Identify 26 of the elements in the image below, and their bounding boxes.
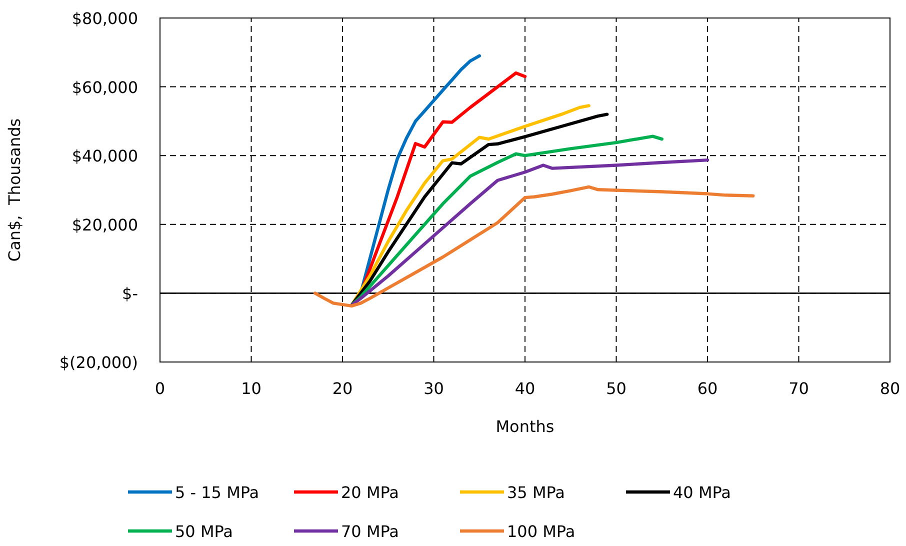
y-axis-title: Can$, Thousands: [5, 118, 24, 262]
x-tick-label: 40: [514, 379, 536, 398]
legend-label: 50 MPa: [175, 522, 233, 541]
legend-label: 40 MPa: [673, 483, 731, 502]
y-tick-label: $60,000: [72, 78, 138, 97]
y-tick-label: $80,000: [72, 9, 138, 28]
x-tick-label: 20: [332, 379, 353, 398]
x-axis-title: Months: [496, 417, 554, 436]
legend-label: 100 MPa: [507, 522, 576, 541]
line-series: [314, 185, 755, 308]
y-tick-label: $40,000: [72, 146, 138, 166]
x-tick-label: 70: [788, 379, 809, 398]
legend-label: 5 - 15 MPa: [175, 483, 260, 502]
y-tick-label: $(20,000): [59, 353, 138, 372]
y-tick-label: $-: [122, 284, 138, 304]
y-tick-label: $20,000: [72, 215, 138, 234]
x-tick-label: 10: [241, 379, 262, 398]
x-tick-label: 0: [154, 379, 166, 398]
x-tick-label: 60: [697, 379, 718, 398]
x-tick-label: 50: [606, 379, 626, 398]
x-tick-label: 30: [424, 379, 444, 398]
legend-label: 20 MPa: [341, 483, 399, 502]
legend-label: 70 MPa: [341, 522, 399, 541]
legend-label: 35 MPa: [507, 483, 565, 502]
x-tick-label: 80: [880, 379, 900, 398]
line-series: [350, 158, 710, 307]
